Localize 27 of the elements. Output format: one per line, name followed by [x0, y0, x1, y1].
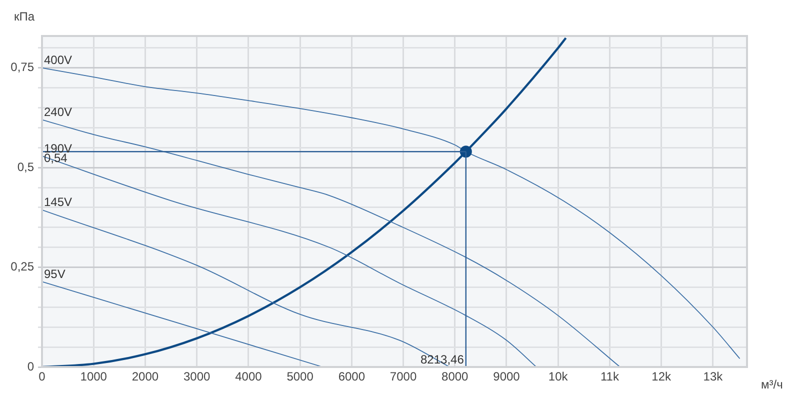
y-tick-label: 0: [27, 359, 34, 374]
x-tick-label: 2000: [132, 370, 159, 384]
x-tick-label: 4000: [235, 370, 262, 384]
x-tick-label: 5000: [286, 370, 314, 384]
line-series: [42, 36, 567, 367]
series-label: 240V: [44, 105, 72, 120]
x-axis-title: м³/ч: [761, 377, 783, 392]
x-tick-label: 13k: [703, 370, 724, 384]
x-tick-label: 9000: [493, 370, 520, 384]
y-axis-title: кПа: [14, 9, 35, 24]
series-label: 95V: [44, 266, 66, 281]
x-tick-label: 12k: [652, 370, 672, 384]
x-tick-label: 7000: [390, 370, 417, 384]
y-tick-label: 0,75: [10, 60, 34, 74]
x-tick-label: 1000: [80, 370, 108, 384]
x-tick-label: 11k: [600, 370, 620, 384]
x-tick-label: 0: [38, 370, 46, 384]
x-tick-label: 8000: [442, 370, 469, 384]
series-label: 145V: [44, 195, 72, 210]
y-tick-label: 0,5: [17, 160, 34, 174]
line-series: [42, 119, 620, 367]
x-tick-label: 6000: [338, 370, 366, 384]
x-tick-label: 10k: [548, 370, 569, 384]
series-label: 400V: [44, 53, 72, 68]
y-tick-label: 0,25: [10, 260, 34, 274]
line-series: [42, 156, 537, 367]
x-tick-label: 3000: [183, 370, 210, 384]
